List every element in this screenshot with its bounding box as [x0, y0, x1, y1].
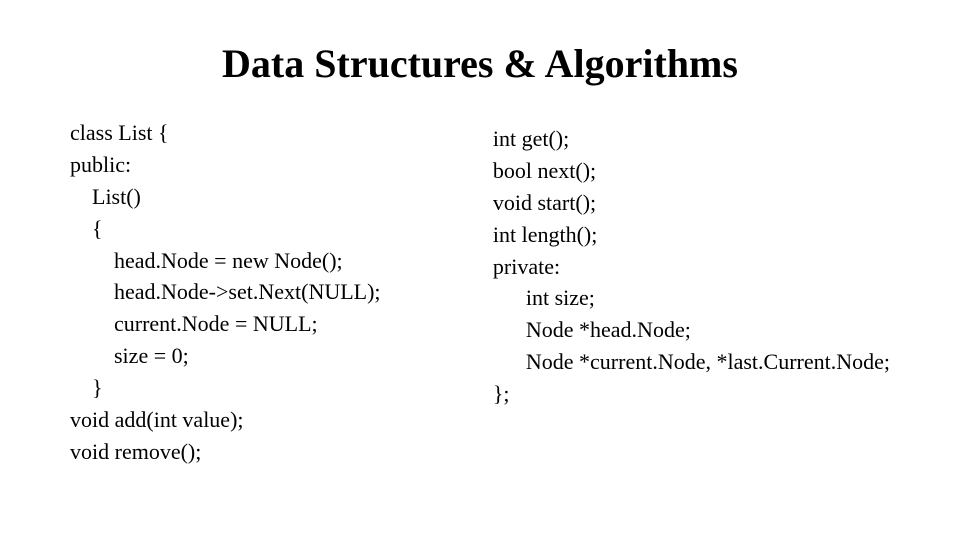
code-right-column: int get(); bool next(); void start(); in…	[493, 117, 890, 468]
code-left-column: class List { public: List() { head.Node …	[70, 117, 453, 468]
slide: Data Structures & Algorithms class List …	[0, 0, 960, 540]
content-columns: class List { public: List() { head.Node …	[0, 117, 960, 468]
slide-title: Data Structures & Algorithms	[0, 0, 960, 117]
